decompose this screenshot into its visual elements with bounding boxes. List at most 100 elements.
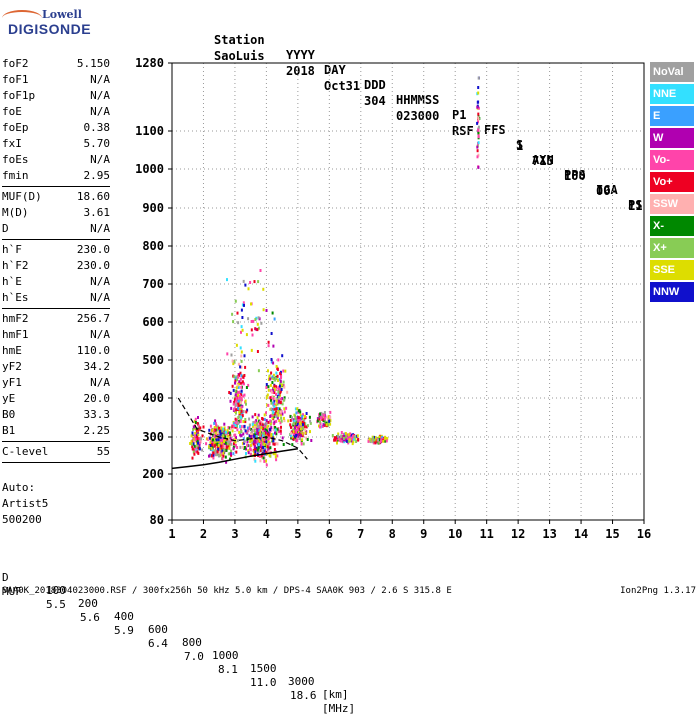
echo-point	[477, 106, 480, 110]
echo-point	[223, 448, 226, 452]
echo-point	[268, 442, 271, 446]
echo-point	[208, 454, 210, 458]
echo-point	[277, 395, 280, 399]
echo-point	[272, 401, 275, 405]
echo-point	[282, 380, 285, 384]
echo-point	[385, 439, 388, 443]
echo-point	[224, 430, 227, 434]
echo-point	[196, 422, 199, 425]
echo-point	[382, 439, 385, 443]
echo-point	[241, 441, 244, 445]
echo-point	[243, 393, 246, 397]
echo-point	[192, 425, 195, 429]
echo-point	[201, 434, 204, 438]
echo-point	[242, 420, 245, 423]
echo-point	[380, 439, 383, 443]
echo-point	[232, 374, 235, 378]
echo-point	[244, 283, 247, 287]
echo-point	[220, 426, 223, 430]
echo-point	[477, 141, 480, 145]
echo-point	[220, 453, 223, 457]
echo-point	[222, 443, 225, 447]
echo-point	[249, 281, 252, 284]
echo-point	[197, 430, 199, 434]
x-tick-label: 4	[263, 527, 270, 541]
virtual-height-trace	[171, 448, 299, 470]
echo-point	[273, 448, 276, 451]
param-value: 256.7	[76, 312, 110, 325]
y-tick-label: 1280	[135, 56, 164, 70]
logo-lowell: Lowell	[42, 8, 82, 21]
echo-point	[293, 419, 296, 423]
echo-point	[259, 422, 262, 426]
echo-point	[323, 423, 326, 427]
echo-point	[275, 403, 278, 407]
echo-point	[247, 287, 250, 291]
echo-point	[234, 299, 237, 303]
distance-value: 1000	[212, 649, 239, 662]
echo-point	[269, 419, 272, 423]
echo-point	[227, 442, 230, 446]
echo-point	[291, 416, 293, 420]
echo-point	[292, 428, 295, 432]
echo-point	[234, 421, 237, 425]
legend-item: SSW	[650, 194, 694, 214]
echo-point	[267, 344, 270, 348]
echo-point	[292, 430, 295, 434]
param-row: foF1 N/A	[2, 72, 110, 88]
param-value: 20.0	[83, 392, 111, 405]
echo-point	[354, 437, 357, 441]
echo-point	[250, 443, 253, 447]
param-value: N/A	[90, 105, 110, 118]
echo-point	[233, 442, 235, 446]
true-height-profile	[177, 397, 308, 460]
echo-point	[238, 410, 241, 414]
echo-point	[236, 425, 238, 428]
echo-point	[477, 131, 480, 135]
echo-point	[333, 436, 336, 440]
echo-point	[271, 311, 274, 315]
echo-point	[242, 279, 245, 283]
echo-point	[234, 424, 237, 427]
echo-point	[256, 350, 259, 353]
echo-point	[205, 442, 208, 446]
hdr-ddd: DDD	[364, 78, 386, 92]
echo-point	[294, 417, 297, 421]
echo-point	[250, 320, 253, 323]
echo-point	[299, 427, 302, 431]
echo-point	[476, 100, 479, 104]
legend-item: NoVal	[650, 62, 694, 82]
echo-point	[295, 423, 298, 427]
distance-value: 1500	[250, 662, 277, 675]
param-value: N/A	[90, 291, 110, 304]
echo-point	[275, 458, 278, 462]
echo-point	[352, 440, 355, 444]
echo-point	[275, 419, 278, 423]
echo-point	[255, 435, 258, 439]
echo-point	[267, 440, 270, 444]
echo-point	[277, 358, 280, 362]
echo-point	[277, 407, 279, 410]
echo-point	[217, 444, 220, 447]
echo-point	[211, 429, 214, 432]
param-key: B1	[2, 424, 16, 437]
echo-point	[270, 398, 272, 402]
echo-point	[336, 441, 338, 445]
echo-point	[253, 450, 256, 454]
muf-value: 6.4	[148, 637, 168, 650]
param-key: D	[2, 222, 9, 235]
echo-point	[251, 422, 254, 426]
echo-point	[340, 434, 343, 438]
echo-point	[251, 333, 254, 337]
echo-point	[319, 412, 321, 416]
echo-point	[192, 450, 195, 454]
param-key: yE	[2, 392, 16, 405]
param-row: fxI 5.70	[2, 136, 110, 152]
echo-point	[260, 449, 263, 453]
echo-point	[225, 444, 228, 448]
echo-point	[291, 425, 294, 429]
echo-point	[242, 425, 245, 429]
echo-point	[240, 308, 243, 312]
echo-point	[302, 442, 305, 446]
echo-point	[255, 419, 258, 423]
